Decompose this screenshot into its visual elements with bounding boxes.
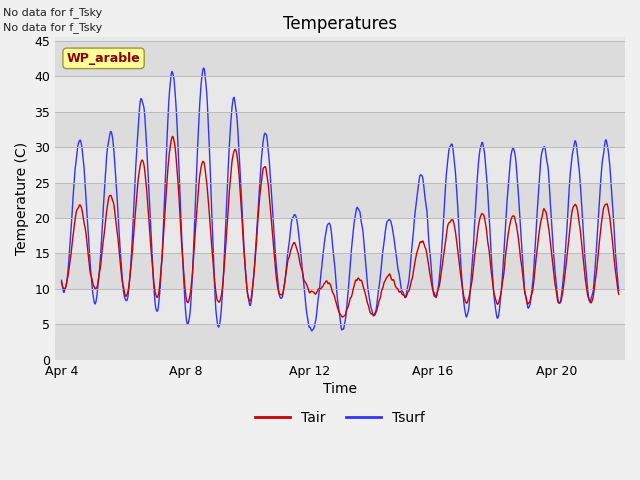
Bar [55, 218, 625, 253]
Title: Temperatures: Temperatures [283, 15, 397, 33]
Bar [55, 147, 625, 182]
Bar [55, 112, 625, 147]
Y-axis label: Temperature (C): Temperature (C) [15, 142, 29, 255]
Bar [55, 289, 625, 324]
Legend: Tair, Tsurf: Tair, Tsurf [250, 406, 431, 431]
Bar [55, 76, 625, 112]
Text: No data for f_Tsky: No data for f_Tsky [3, 7, 102, 18]
X-axis label: Time: Time [323, 382, 357, 396]
Bar [55, 41, 625, 76]
Text: No data for f_Tsky: No data for f_Tsky [3, 22, 102, 33]
Bar [55, 324, 625, 360]
Text: WP_arable: WP_arable [67, 52, 140, 65]
Bar [55, 182, 625, 218]
Bar [55, 253, 625, 289]
